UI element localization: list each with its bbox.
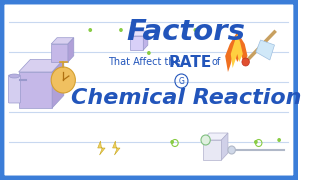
Text: That Affect the: That Affect the bbox=[108, 57, 180, 67]
Polygon shape bbox=[221, 133, 228, 160]
Circle shape bbox=[254, 140, 258, 144]
Polygon shape bbox=[52, 59, 64, 108]
Circle shape bbox=[88, 28, 92, 32]
Polygon shape bbox=[51, 44, 68, 62]
Polygon shape bbox=[203, 140, 221, 160]
Polygon shape bbox=[231, 34, 243, 68]
Circle shape bbox=[242, 58, 249, 66]
Circle shape bbox=[277, 138, 281, 142]
Text: of: of bbox=[211, 57, 220, 67]
Circle shape bbox=[228, 146, 236, 154]
Text: RATE: RATE bbox=[169, 55, 212, 69]
Polygon shape bbox=[130, 36, 143, 50]
Circle shape bbox=[170, 140, 174, 144]
FancyBboxPatch shape bbox=[8, 75, 20, 103]
Polygon shape bbox=[256, 40, 275, 60]
Text: G: G bbox=[179, 76, 184, 86]
Polygon shape bbox=[68, 38, 74, 62]
Circle shape bbox=[51, 67, 76, 93]
Polygon shape bbox=[203, 133, 228, 140]
Circle shape bbox=[147, 51, 151, 55]
Circle shape bbox=[119, 28, 123, 32]
Polygon shape bbox=[19, 59, 64, 72]
Circle shape bbox=[201, 135, 210, 145]
Polygon shape bbox=[51, 38, 74, 44]
Polygon shape bbox=[113, 141, 120, 155]
Polygon shape bbox=[19, 72, 52, 108]
FancyBboxPatch shape bbox=[1, 1, 297, 179]
Polygon shape bbox=[98, 141, 105, 155]
Text: Factors: Factors bbox=[127, 18, 245, 46]
Polygon shape bbox=[143, 31, 148, 50]
Text: Chemical Reaction: Chemical Reaction bbox=[71, 88, 301, 108]
Ellipse shape bbox=[9, 74, 20, 78]
Circle shape bbox=[194, 28, 197, 32]
Polygon shape bbox=[225, 32, 247, 72]
Polygon shape bbox=[130, 31, 148, 36]
